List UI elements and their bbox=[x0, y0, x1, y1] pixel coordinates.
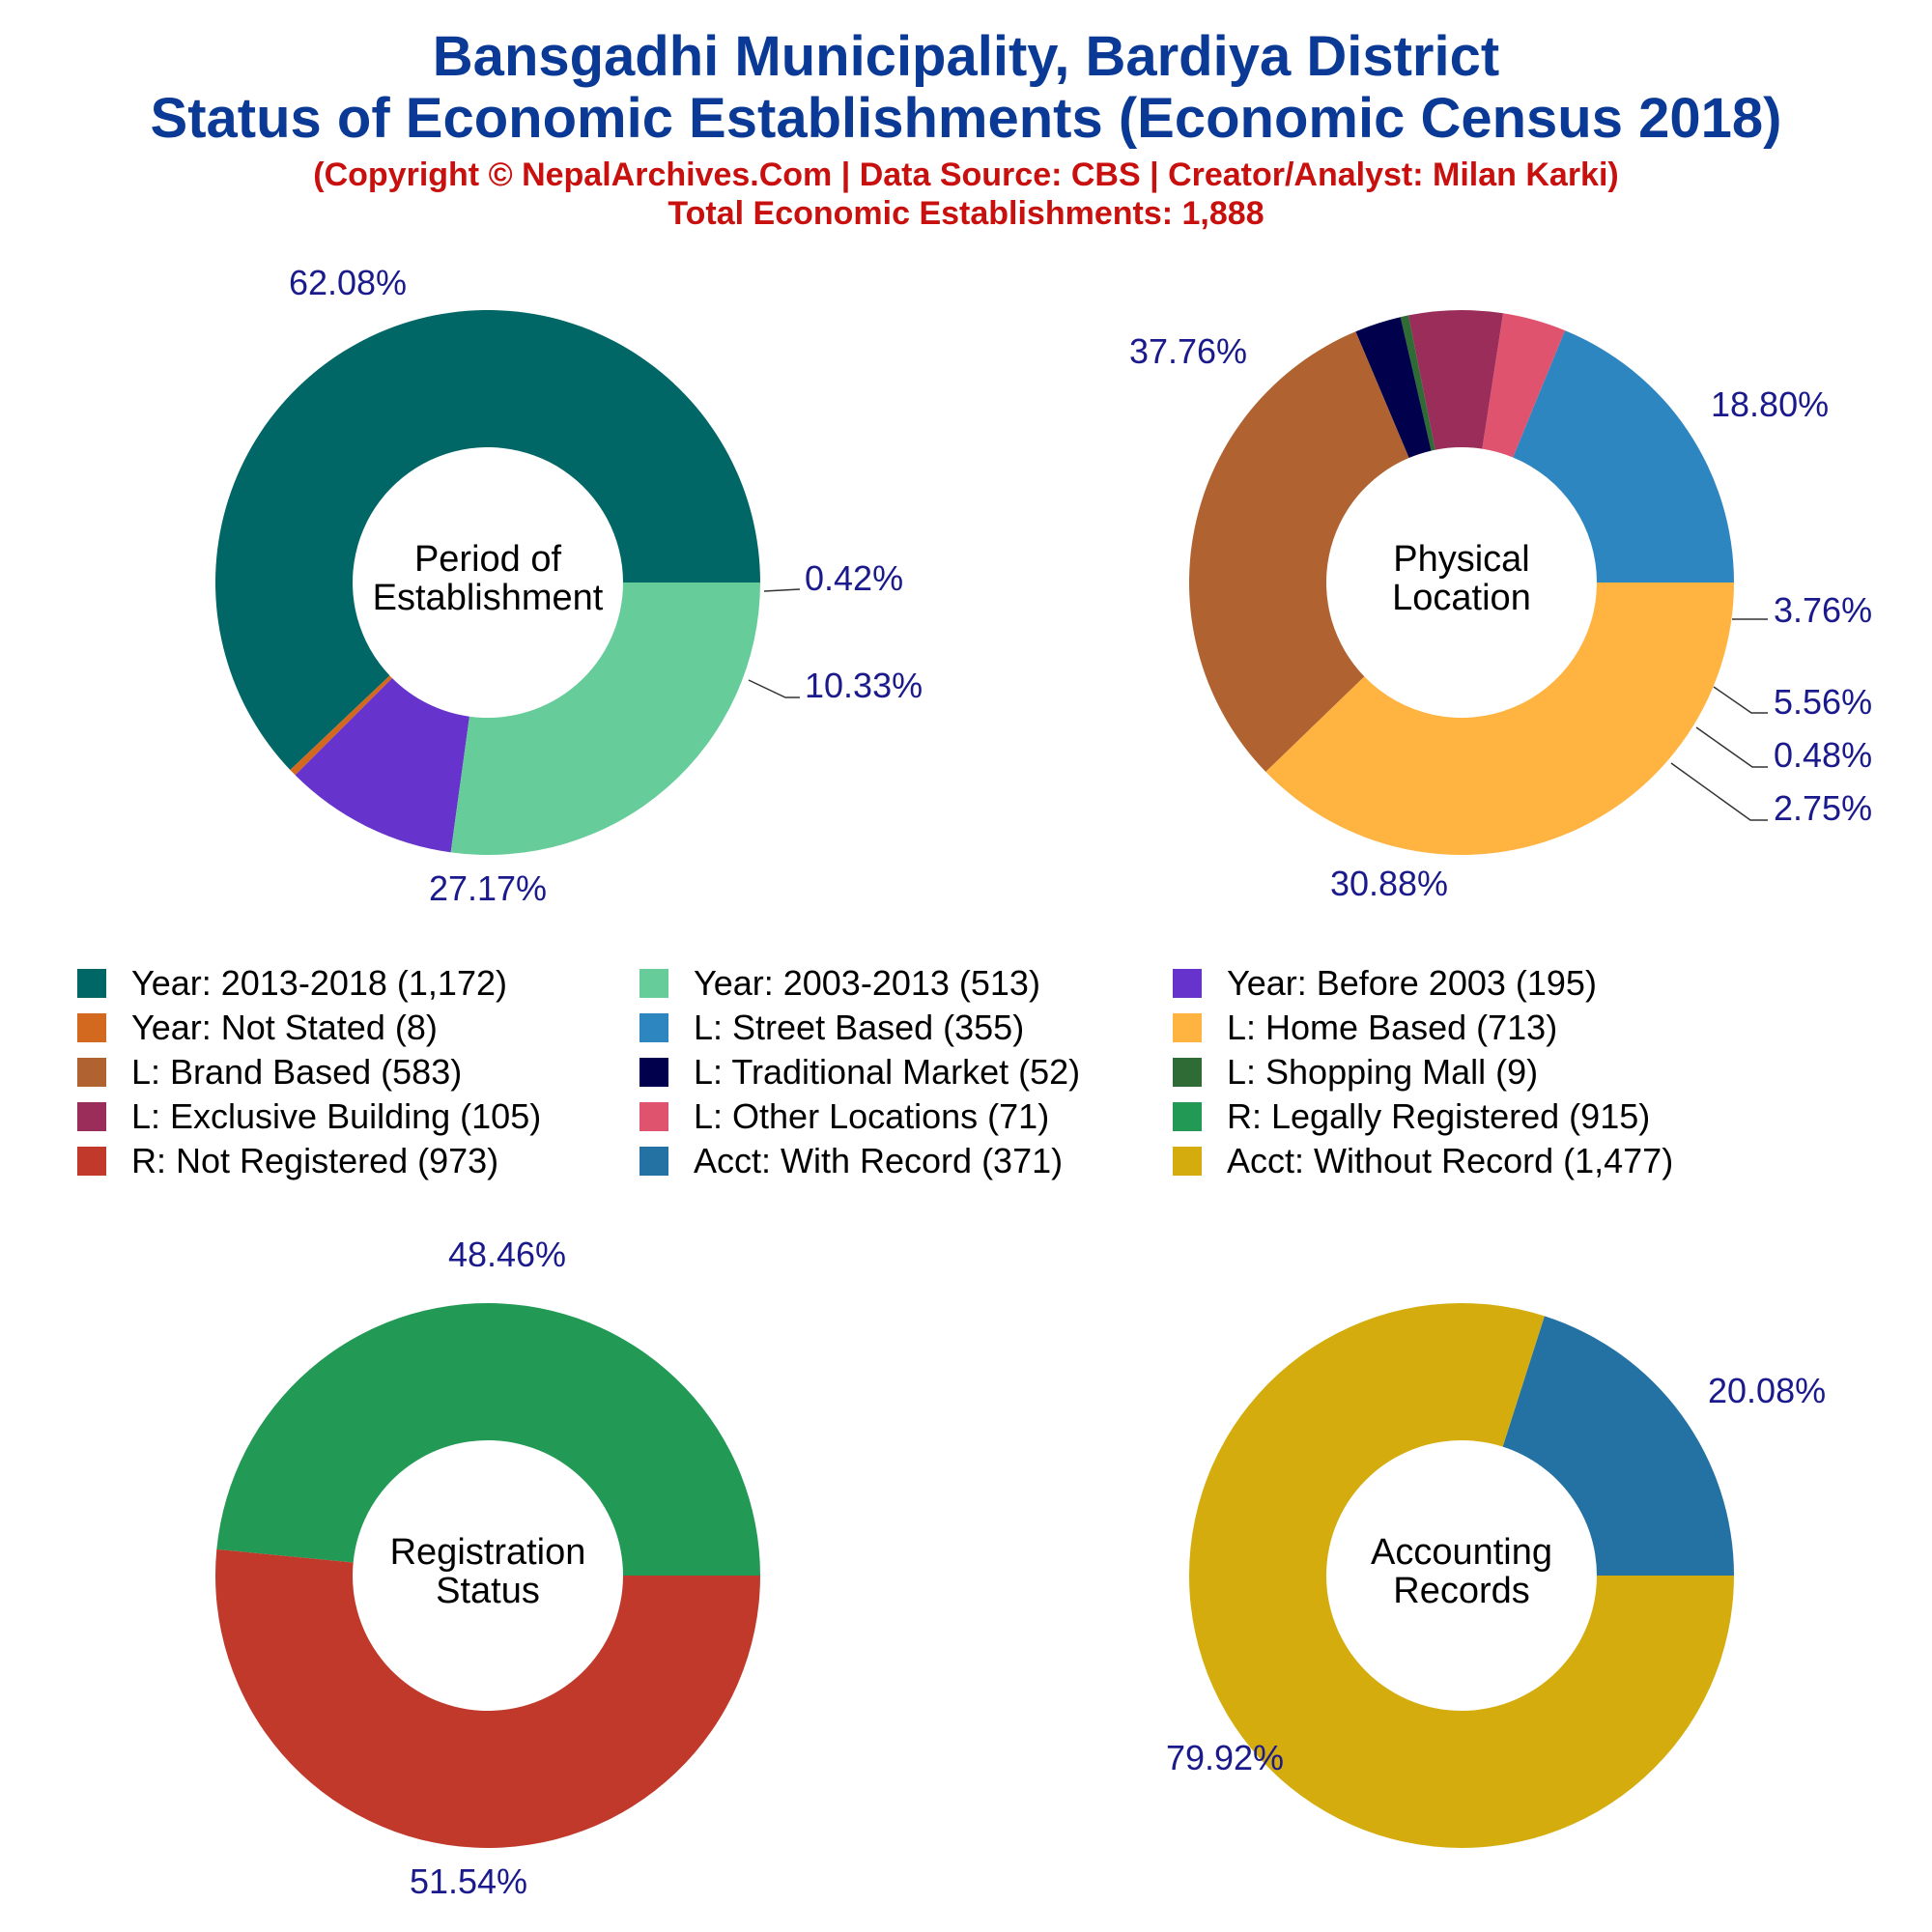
donut-center-label: Status bbox=[436, 1571, 540, 1611]
legend-swatch bbox=[77, 1013, 106, 1042]
legend-item: L: Home Based (713) bbox=[1173, 1007, 1557, 1049]
legend-label: Year: 2003-2013 (513) bbox=[694, 963, 1040, 1003]
legend-swatch bbox=[639, 1058, 668, 1087]
pie-percent-label: 30.88% bbox=[1330, 864, 1448, 903]
donut-center-label: Registration bbox=[390, 1532, 586, 1573]
pie-slice-year-2003-2013 bbox=[450, 582, 760, 855]
pie-slice-acct-without-record bbox=[1189, 1303, 1734, 1848]
donut-center-label: Accounting bbox=[1371, 1532, 1552, 1573]
pie-percent-label: 3.76% bbox=[1774, 590, 1872, 630]
legend-label: Year: Before 2003 (195) bbox=[1227, 963, 1597, 1003]
legend-label: R: Legally Registered (915) bbox=[1227, 1096, 1651, 1136]
leader-line bbox=[1670, 762, 1768, 821]
pie-percent-label: 37.76% bbox=[1129, 331, 1247, 371]
pie-slice-l-home-based bbox=[1265, 582, 1734, 855]
legend-label: R: Not Registered (973) bbox=[131, 1141, 499, 1180]
pie-percent-label: 5.56% bbox=[1774, 682, 1872, 722]
pie-percent-label: 48.46% bbox=[448, 1235, 566, 1274]
leader-line bbox=[763, 588, 801, 592]
donut-chart-1: 62.08% 0.42% 10.33% 27.17% Period ofEstablis… bbox=[214, 263, 923, 908]
pie-percent-label: 18.80% bbox=[1711, 384, 1829, 424]
legend-swatch bbox=[639, 1102, 668, 1131]
legend-label: L: Other Locations (71) bbox=[694, 1096, 1050, 1136]
legend-label: Acct: With Record (371) bbox=[694, 1141, 1064, 1180]
chart-title-line2: Status of Economic Establishments (Econo… bbox=[150, 87, 1782, 150]
legend-swatch bbox=[1173, 1102, 1202, 1131]
pie-slice-l-shopping-mall bbox=[1400, 315, 1435, 451]
pie-percent-label: 2.75% bbox=[1774, 788, 1872, 828]
pie-percent-label: 0.48% bbox=[1774, 735, 1872, 775]
chart-title-line1: Bansgadhi Municipality, Bardiya District bbox=[432, 25, 1500, 88]
donut-chart-2: 18.80% 3.76% 5.56% 0.48% 2.75% 30.88% 37.76% Ph… bbox=[1129, 309, 1872, 903]
legend-item: Acct: Without Record (1,477) bbox=[1173, 1140, 1673, 1182]
legend-label: L: Traditional Market (52) bbox=[694, 1052, 1081, 1092]
pie-slice-year-not-stated bbox=[290, 675, 393, 776]
legend-item: L: Brand Based (583) bbox=[77, 1051, 462, 1094]
donut-center-label: Period of bbox=[414, 539, 562, 580]
legend-item: L: Exclusive Building (105) bbox=[77, 1095, 541, 1138]
legend-item: Year: Before 2003 (195) bbox=[1173, 962, 1597, 1005]
legend-item: Year: 2003-2013 (513) bbox=[639, 962, 1040, 1005]
pie-slice-r-not-registered bbox=[215, 1548, 760, 1848]
pie-slice-acct-with-record bbox=[1502, 1316, 1734, 1576]
pie-percent-label: 10.33% bbox=[805, 666, 923, 705]
legend-item: R: Not Registered (973) bbox=[77, 1140, 498, 1182]
leader-line bbox=[1713, 686, 1768, 714]
legend-label: L: Street Based (355) bbox=[694, 1008, 1025, 1047]
legend-swatch bbox=[1173, 1013, 1202, 1042]
pie-percent-label: 0.42% bbox=[805, 558, 903, 598]
total-establishments: Total Economic Establishments: 1,888 bbox=[668, 195, 1264, 232]
copyright-text: (Copyright © NepalArchives.Com | Data So… bbox=[313, 156, 1619, 193]
legend-item: L: Shopping Mall (9) bbox=[1173, 1051, 1538, 1094]
legend-swatch bbox=[639, 1147, 668, 1176]
legend-label: L: Shopping Mall (9) bbox=[1227, 1052, 1539, 1092]
legend-item: L: Traditional Market (52) bbox=[639, 1051, 1080, 1094]
legend-item: L: Street Based (355) bbox=[639, 1007, 1024, 1049]
pie-percent-label: 79.92% bbox=[1166, 1738, 1284, 1777]
legend-item: L: Other Locations (71) bbox=[639, 1095, 1049, 1138]
pie-slice-l-exclusive-building bbox=[1407, 309, 1504, 450]
pie-slice-r-legally-registered bbox=[216, 1302, 760, 1576]
legend-item: Year: 2013-2018 (1,172) bbox=[77, 962, 507, 1005]
legend-swatch bbox=[77, 1058, 106, 1087]
legend-item: R: Legally Registered (915) bbox=[1173, 1095, 1650, 1138]
legend-label: Acct: Without Record (1,477) bbox=[1227, 1141, 1674, 1180]
pie-slice-year-2013-2018 bbox=[214, 310, 760, 771]
legend-item: Acct: With Record (371) bbox=[639, 1140, 1063, 1182]
pie-percent-label: 27.17% bbox=[429, 868, 547, 908]
legend-swatch bbox=[1173, 969, 1202, 998]
pie-percent-label: 20.08% bbox=[1708, 1371, 1826, 1410]
leader-line bbox=[1695, 726, 1768, 768]
leader-line bbox=[748, 679, 800, 698]
pie-slice-l-traditional-market bbox=[1355, 317, 1432, 459]
pie-slice-l-brand-based bbox=[1189, 331, 1409, 773]
legend-swatch bbox=[1173, 1058, 1202, 1087]
donut-center-label: Physical bbox=[1393, 539, 1530, 580]
legend-swatch bbox=[639, 1013, 668, 1042]
legend-swatch bbox=[77, 1147, 106, 1176]
pie-percent-label: 62.08% bbox=[289, 263, 407, 302]
donut-center-label: Records bbox=[1393, 1571, 1530, 1611]
pie-slice-l-street-based bbox=[1513, 330, 1734, 582]
pie-percent-label: 51.54% bbox=[410, 1861, 527, 1901]
legend-label: L: Home Based (713) bbox=[1227, 1008, 1558, 1047]
pie-slice-l-other-locations bbox=[1482, 313, 1566, 458]
donut-center-label: Location bbox=[1392, 578, 1531, 618]
legend-label: L: Brand Based (583) bbox=[131, 1052, 463, 1092]
pie-slice-year-before-2003 bbox=[295, 677, 469, 853]
legend-label: L: Exclusive Building (105) bbox=[131, 1096, 542, 1136]
legend-swatch bbox=[77, 969, 106, 998]
legend-label: Year: Not Stated (8) bbox=[131, 1008, 438, 1047]
legend-swatch bbox=[1173, 1147, 1202, 1176]
legend-swatch bbox=[639, 969, 668, 998]
donut-center-label: Establishment bbox=[373, 578, 604, 618]
legend-swatch bbox=[77, 1102, 106, 1131]
legend-label: Year: 2013-2018 (1,172) bbox=[131, 963, 507, 1003]
legend-item: Year: Not Stated (8) bbox=[77, 1007, 438, 1049]
